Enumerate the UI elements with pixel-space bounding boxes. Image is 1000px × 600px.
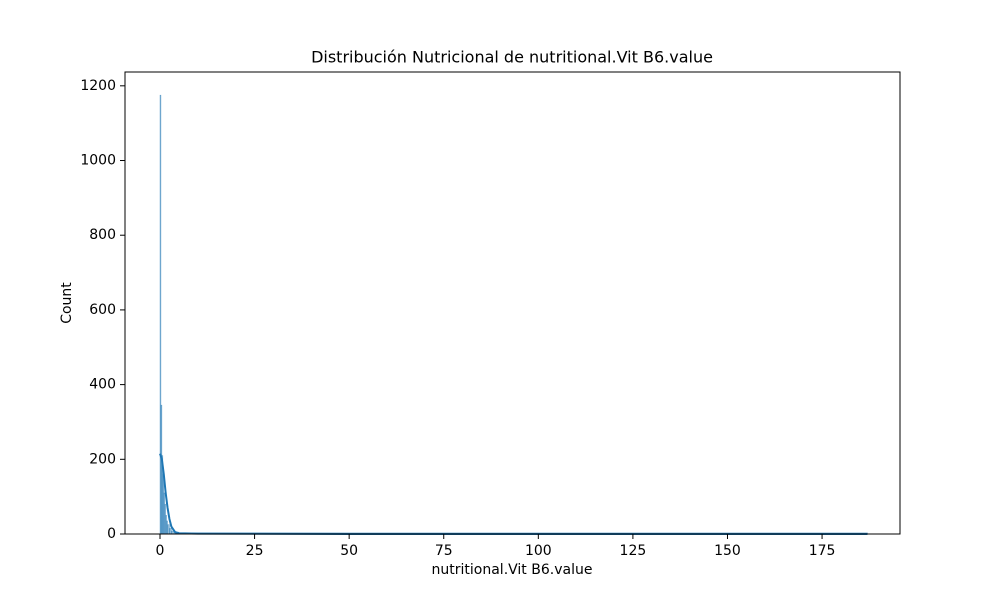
x-tick-label: 150	[714, 543, 741, 559]
x-tick-label: 175	[809, 543, 836, 559]
x-tick-label: 125	[620, 543, 647, 559]
x-tick-label: 75	[435, 543, 453, 559]
y-axis-label: Count	[59, 282, 75, 324]
y-tick-label: 1200	[80, 78, 116, 94]
chart-title: Distribución Nutricional de nutritional.…	[311, 48, 713, 67]
x-axis-label: nutritional.Vit B6.value	[432, 562, 593, 578]
x-tick-label: 50	[340, 543, 358, 559]
bar	[169, 528, 172, 535]
x-tick-label: 25	[246, 543, 264, 559]
bar	[167, 524, 170, 535]
x-tick-label: 0	[156, 543, 165, 559]
y-tick-label: 800	[89, 227, 116, 243]
y-tick-label: 1000	[80, 153, 116, 169]
y-tick-label: 600	[89, 302, 116, 318]
y-tick-label: 0	[107, 526, 116, 542]
x-tick-label: 100	[525, 543, 552, 559]
plot-frame	[124, 71, 901, 535]
y-tick-label: 200	[89, 451, 116, 467]
y-tick-label: 400	[89, 377, 116, 393]
